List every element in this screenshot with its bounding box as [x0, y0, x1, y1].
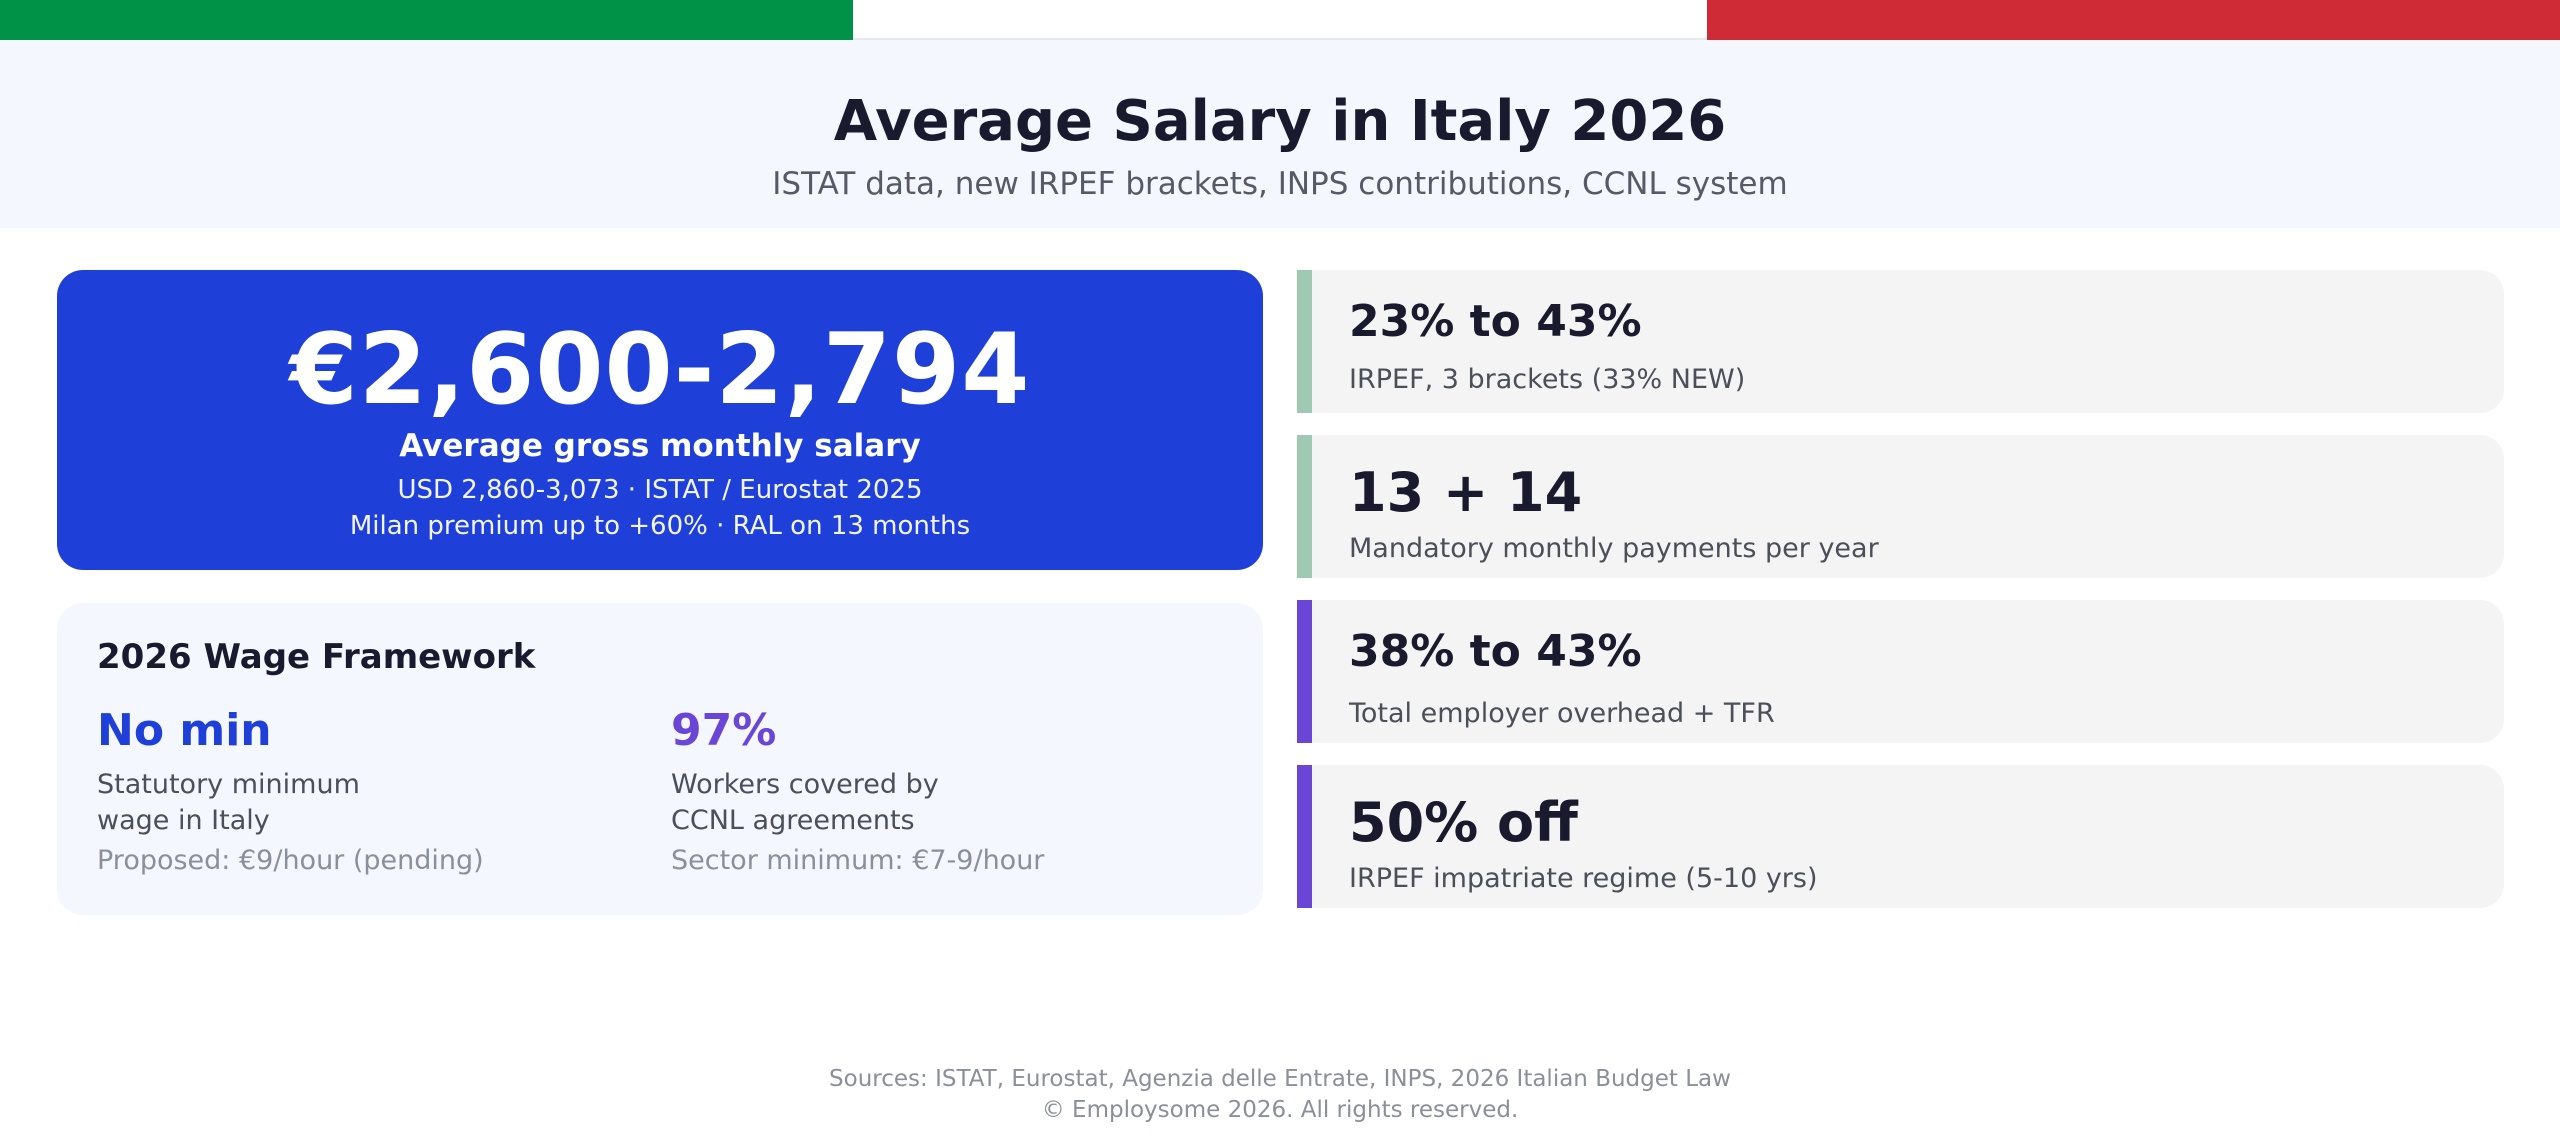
italian-flag-stripe [0, 0, 2560, 40]
page-subtitle: ISTAT data, new IRPEF brackets, INPS con… [772, 166, 1788, 202]
stat-card-irpef: 23% to 43% IRPEF, 3 brackets (33% NEW) [1297, 270, 2504, 413]
hero-premium-line: Milan premium up to +60% · RAL on 13 mon… [349, 511, 971, 541]
stat-desc: Total employer overhead + TFR [1349, 698, 1775, 729]
wage-framework-card: 2026 Wage Framework No min Statutory min… [57, 603, 1263, 915]
stat-accent-bar [1297, 600, 1312, 743]
hero-salary-card: €2,600-2,794 Average gross monthly salar… [57, 270, 1263, 570]
stat-card-impatriate-regime: 50% off IRPEF impatriate regime (5-10 yr… [1297, 765, 2504, 908]
minimum-wage-block: No min Statutory minimum wage in Italy P… [97, 703, 637, 879]
minimum-wage-note: Proposed: €9/hour (pending) [97, 845, 484, 876]
page-footer: Sources: ISTAT, Eurostat, Agenzia delle … [0, 1064, 2560, 1126]
ccnl-coverage-block: 97% Workers covered by CCNL agreements S… [671, 703, 1211, 879]
stat-value: 38% to 43% [1349, 626, 1642, 677]
stat-card-monthly-payments: 13 + 14 Mandatory monthly payments per y… [1297, 435, 2504, 578]
flag-red-band [1706, 0, 2560, 40]
flag-green-band [0, 0, 854, 40]
page-title: Average Salary in Italy 2026 [833, 89, 1727, 154]
hero-salary-label: Average gross monthly salary [399, 428, 921, 464]
hero-usd-line: USD 2,860-3,073 · ISTAT / Eurostat 2025 [397, 475, 923, 505]
wage-framework-title: 2026 Wage Framework [97, 637, 536, 677]
ccnl-coverage-value: 97% [671, 705, 777, 756]
stat-accent-bar [1297, 270, 1312, 413]
stat-accent-bar [1297, 765, 1312, 908]
stat-accent-bar [1297, 435, 1312, 578]
stat-desc: Mandatory monthly payments per year [1349, 533, 1879, 564]
minimum-wage-desc: Statutory minimum wage in Italy [97, 769, 360, 836]
flag-white-band [853, 0, 1707, 40]
ccnl-coverage-note: Sector minimum: €7-9/hour [671, 845, 1045, 876]
stat-value: 13 + 14 [1349, 461, 1583, 524]
stat-value: 23% to 43% [1349, 296, 1642, 347]
footer-sources: Sources: ISTAT, Eurostat, Agenzia delle … [829, 1066, 1731, 1092]
stat-card-employer-overhead: 38% to 43% Total employer overhead + TFR [1297, 600, 2504, 743]
minimum-wage-value: No min [97, 705, 272, 756]
hero-salary-value: €2,600-2,794 [289, 313, 1031, 427]
page-header: Average Salary in Italy 2026 ISTAT data,… [0, 40, 2560, 228]
footer-copyright: © Employsome 2026. All rights reserved. [1041, 1097, 1519, 1123]
stat-desc: IRPEF, 3 brackets (33% NEW) [1349, 364, 1746, 395]
stat-desc: IRPEF impatriate regime (5-10 yrs) [1349, 863, 1818, 894]
stat-value: 50% off [1349, 791, 1578, 854]
ccnl-coverage-desc: Workers covered by CCNL agreements [671, 769, 939, 836]
